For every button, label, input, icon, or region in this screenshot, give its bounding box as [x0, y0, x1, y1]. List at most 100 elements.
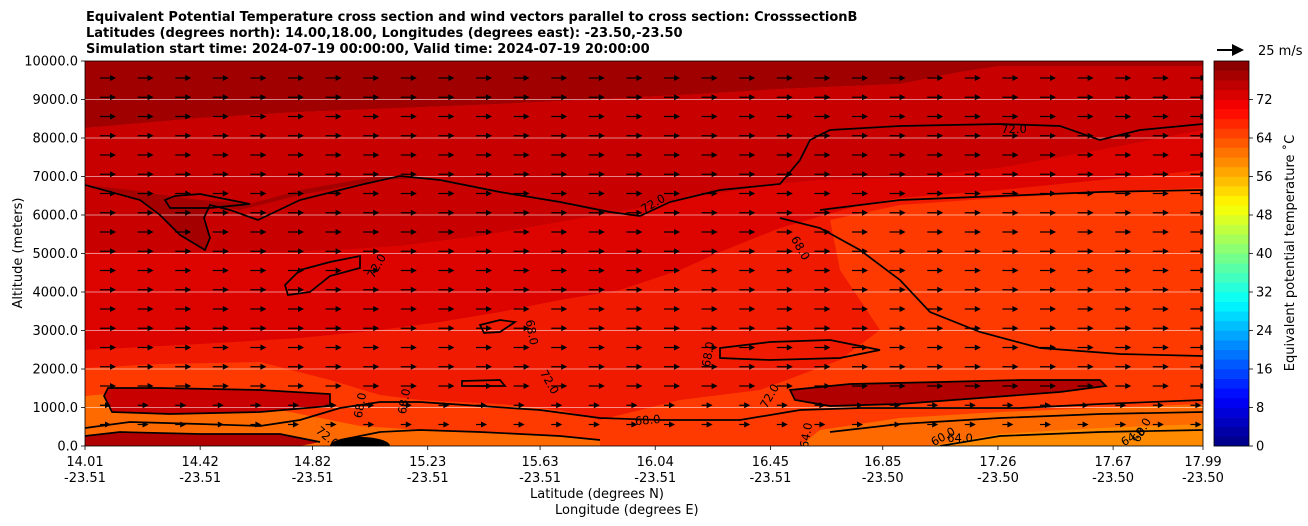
wind-vector — [776, 267, 793, 274]
wind-vector — [1077, 171, 1094, 178]
colorbar-band — [1214, 224, 1249, 235]
wind-vector — [1190, 344, 1203, 351]
wind-vector — [363, 383, 380, 389]
wind-vector — [513, 363, 530, 370]
wind-vector — [1115, 306, 1132, 312]
wind-vector — [588, 267, 605, 274]
wind-vector — [1077, 421, 1089, 428]
quiver-key-label: 25 m/s — [1258, 44, 1303, 59]
wind-vector — [137, 229, 154, 235]
wind-vector — [363, 171, 380, 178]
wind-vector — [1040, 286, 1056, 293]
wind-vector — [551, 421, 563, 428]
wind-vector — [588, 248, 605, 255]
wind-vector — [889, 363, 906, 370]
wind-vector — [476, 113, 492, 120]
wind-vector — [212, 267, 229, 274]
contour-line-68-small — [478, 319, 518, 334]
wind-vector — [400, 229, 417, 235]
wind-vector — [626, 402, 638, 409]
wind-vector — [626, 248, 643, 255]
contour-line-64-bottom — [339, 429, 601, 441]
wind-vector — [212, 190, 229, 197]
x-tick-label-lon: -23.51 — [749, 471, 791, 486]
wind-vector — [1002, 94, 1019, 101]
wind-vector — [551, 402, 563, 409]
wind-vector — [1002, 209, 1019, 216]
wind-vectors — [100, 75, 1203, 428]
wind-vector — [927, 267, 944, 274]
wind-vector — [476, 286, 492, 293]
wind-vector — [964, 325, 981, 332]
wind-vector — [588, 171, 605, 178]
x-tick-label-lon: -23.51 — [64, 471, 106, 486]
y-tick-label: 6000.0 — [33, 209, 79, 224]
wind-vector — [100, 190, 116, 197]
x-tick-label-lat: 14.42 — [182, 455, 219, 470]
wind-vector — [1040, 113, 1056, 120]
wind-vector — [175, 286, 192, 293]
colorbar-band — [1214, 205, 1249, 216]
wind-vector — [1152, 402, 1164, 409]
wind-vector — [1002, 363, 1019, 370]
chart-title: Equivalent Potential Temperature cross s… — [86, 10, 857, 57]
wind-vector — [288, 229, 304, 235]
wind-vector — [889, 421, 901, 428]
wind-vector — [325, 190, 342, 197]
wind-vector — [438, 344, 455, 351]
x-tick-label-lon: -23.51 — [407, 471, 449, 486]
wind-vector — [137, 190, 154, 197]
wind-vector — [363, 229, 380, 235]
colorbar-band — [1214, 138, 1249, 148]
wind-vector — [325, 402, 337, 409]
wind-vector — [852, 132, 868, 139]
wind-vector — [739, 325, 756, 332]
wind-vector — [513, 152, 530, 158]
wind-vector — [701, 190, 718, 197]
wind-vector — [1077, 94, 1094, 101]
wind-vector — [288, 152, 304, 158]
contour-labels: 72.072.068.068.072.068.068.068.0 72.068.0… — [313, 122, 1154, 446]
wind-vector — [776, 94, 793, 101]
wind-vector — [852, 152, 868, 158]
wind-vector — [1002, 229, 1019, 235]
wind-vector — [814, 286, 831, 293]
wind-vector — [325, 248, 342, 255]
wind-vector — [1152, 344, 1169, 351]
wind-vector — [588, 286, 605, 293]
wind-vector — [739, 306, 756, 312]
wind-vector — [1152, 171, 1169, 178]
colorbar-band — [1214, 349, 1249, 360]
wind-vector — [776, 383, 793, 389]
wind-vector — [739, 229, 756, 235]
wind-vector — [476, 132, 492, 139]
wind-vector — [1002, 306, 1019, 312]
wind-vector — [325, 209, 342, 216]
wind-vector — [776, 190, 793, 197]
wind-vector — [212, 306, 229, 312]
y-tick-label: 8000.0 — [33, 132, 79, 147]
wind-vector — [626, 267, 643, 274]
wind-vector — [852, 306, 868, 312]
wind-vector — [1077, 286, 1094, 293]
wind-vector — [1152, 152, 1169, 158]
wind-vector — [701, 171, 718, 178]
wind-vector — [212, 229, 229, 235]
wind-vector — [250, 132, 267, 139]
wind-vector — [250, 344, 267, 351]
wind-vector — [325, 94, 342, 101]
wind-vector — [1190, 248, 1203, 255]
wind-vector — [363, 113, 380, 120]
wind-vector — [250, 229, 267, 235]
wind-vector — [852, 248, 868, 255]
wind-vector — [664, 267, 680, 274]
contour-line-72-left — [103, 387, 331, 415]
wind-vector — [964, 267, 981, 274]
wind-vector — [776, 113, 793, 120]
wind-vector — [1077, 75, 1094, 81]
wind-vector — [175, 344, 192, 351]
wind-vector — [964, 306, 981, 312]
wind-vector — [964, 344, 981, 351]
wind-vector — [664, 209, 680, 216]
wind-vector — [250, 421, 262, 428]
